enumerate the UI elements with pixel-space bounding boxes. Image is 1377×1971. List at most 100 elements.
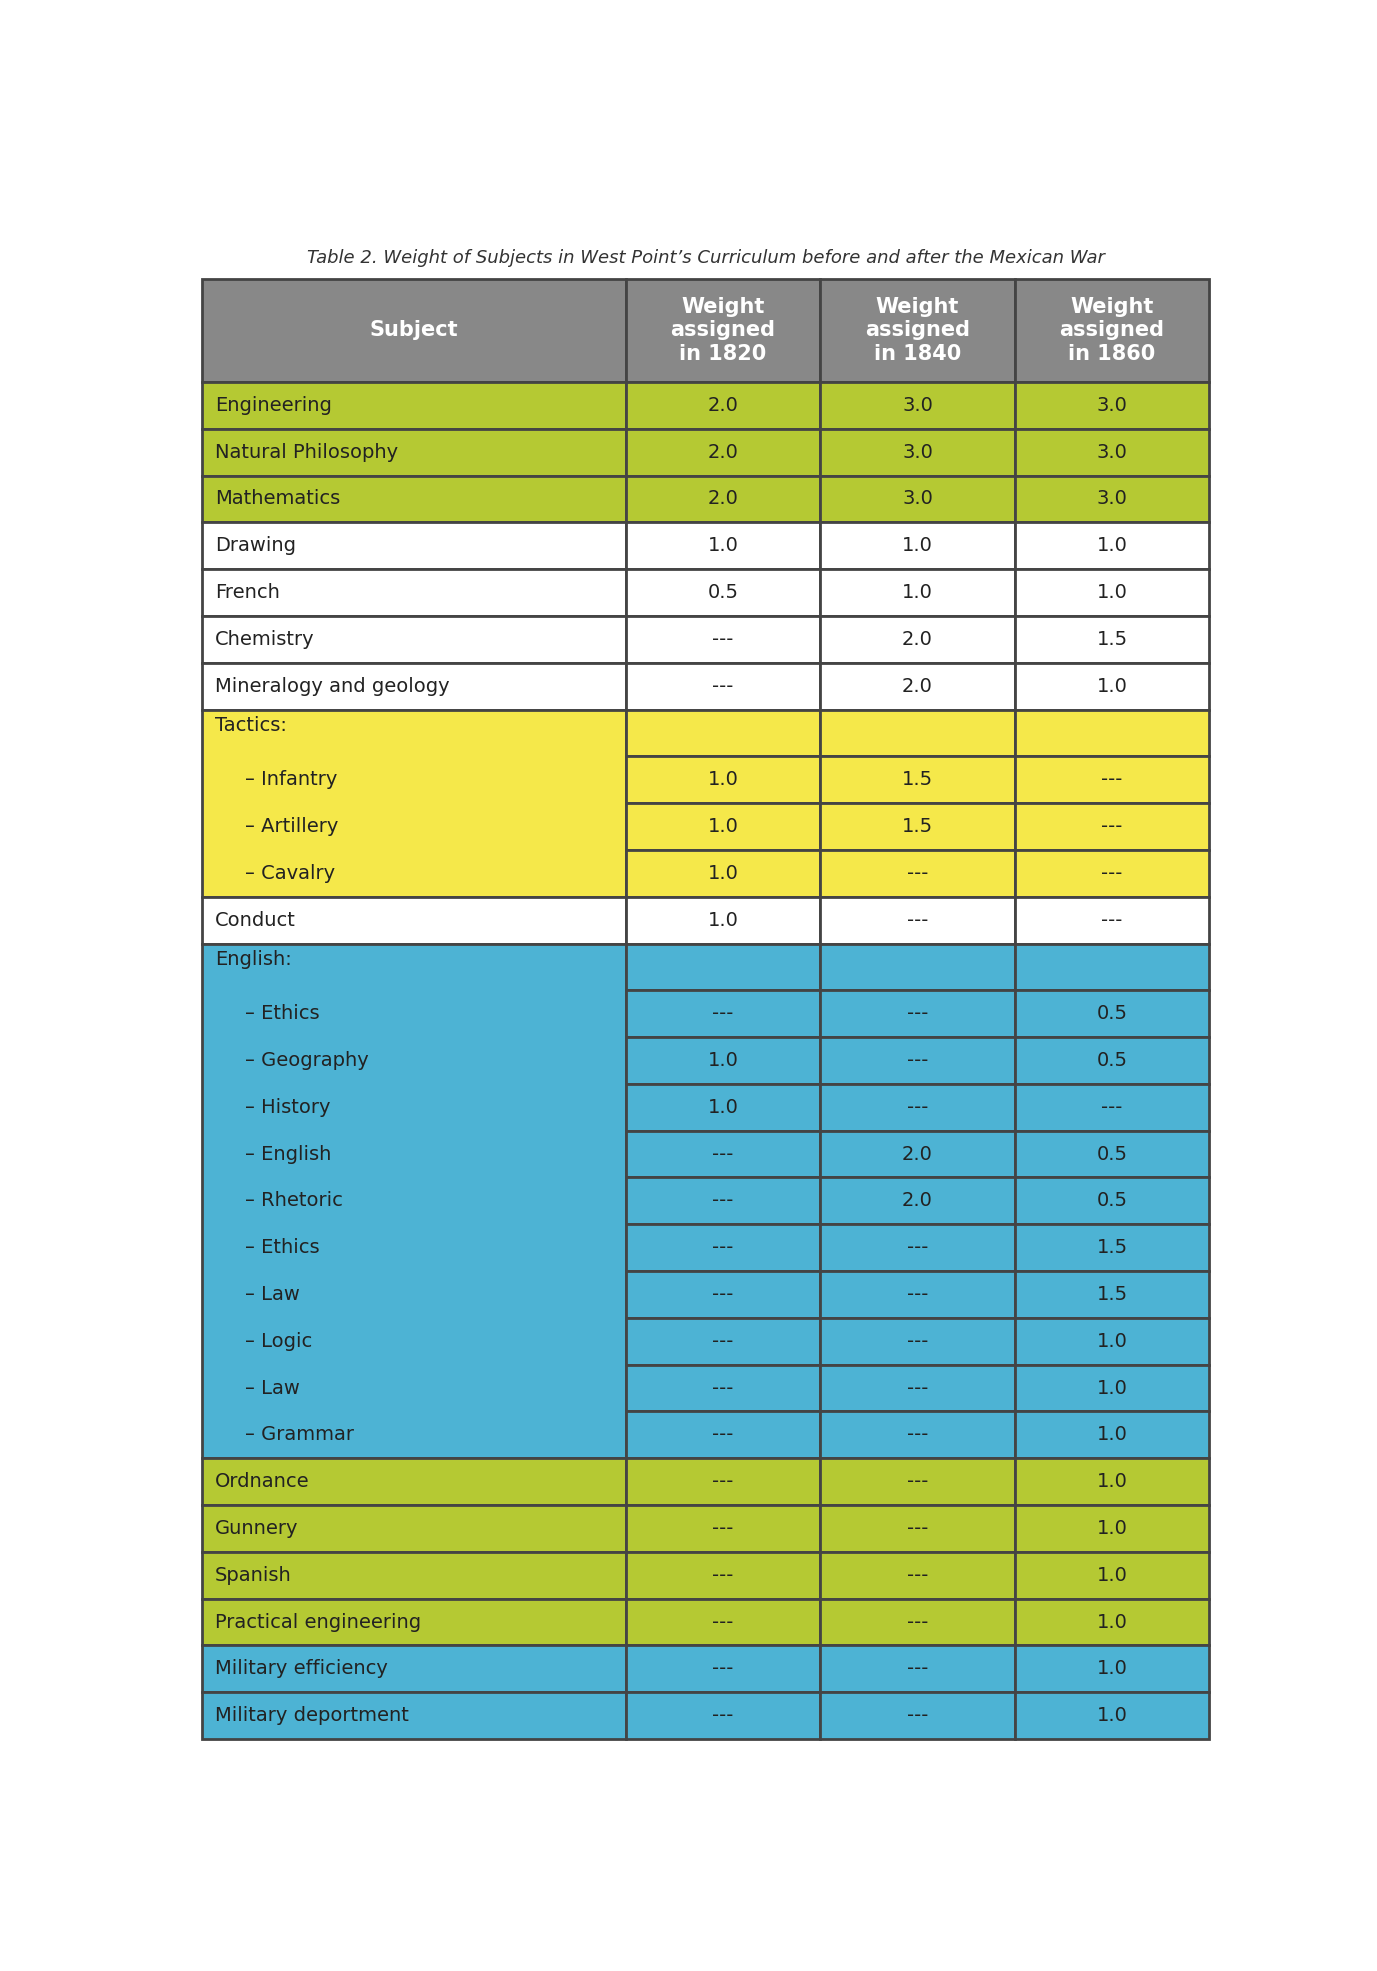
Bar <box>1015 944 1209 989</box>
Bar <box>202 1551 625 1598</box>
Text: – Ethics: – Ethics <box>245 1238 319 1257</box>
Bar <box>202 1646 625 1693</box>
Text: ---: --- <box>712 1565 734 1585</box>
Text: 1.0: 1.0 <box>708 863 738 883</box>
Bar <box>821 1646 1015 1693</box>
Bar <box>1015 382 1209 430</box>
Text: ---: --- <box>907 1472 928 1492</box>
Text: ---: --- <box>907 1565 928 1585</box>
Text: 3.0: 3.0 <box>1096 396 1128 414</box>
Text: Natural Philosophy: Natural Philosophy <box>215 443 398 461</box>
Text: ---: --- <box>712 1612 734 1632</box>
Bar <box>625 570 821 617</box>
Bar <box>625 1459 821 1506</box>
Text: ---: --- <box>907 1707 928 1725</box>
Bar <box>1015 1177 1209 1224</box>
Text: 1.0: 1.0 <box>1096 1565 1128 1585</box>
Text: Practical engineering: Practical engineering <box>215 1612 421 1632</box>
Bar <box>1015 1037 1209 1084</box>
Text: 1.0: 1.0 <box>708 771 738 788</box>
Bar <box>1015 1224 1209 1271</box>
Bar <box>625 897 821 944</box>
Bar <box>625 1598 821 1646</box>
Text: 1.0: 1.0 <box>708 536 738 556</box>
Bar <box>821 570 1015 617</box>
Text: Gunnery: Gunnery <box>215 1520 299 1537</box>
Bar <box>202 1693 625 1738</box>
Text: Weight
assigned
in 1840: Weight assigned in 1840 <box>865 298 969 365</box>
Text: 1.0: 1.0 <box>708 911 738 930</box>
Text: ---: --- <box>907 1051 928 1070</box>
Text: 3.0: 3.0 <box>902 443 934 461</box>
Bar <box>821 1224 1015 1271</box>
Bar <box>821 1506 1015 1551</box>
Bar <box>625 1131 821 1177</box>
Text: Weight
assigned
in 1860: Weight assigned in 1860 <box>1060 298 1165 365</box>
Bar <box>202 1459 625 1506</box>
Text: ---: --- <box>712 1520 734 1537</box>
Text: ---: --- <box>907 1660 928 1679</box>
Bar <box>202 1598 625 1646</box>
Bar <box>625 662 821 710</box>
Text: 1.0: 1.0 <box>1096 1378 1128 1397</box>
Text: 1.0: 1.0 <box>1096 1660 1128 1679</box>
Bar <box>625 1224 821 1271</box>
Bar <box>1015 850 1209 897</box>
Bar <box>1015 1693 1209 1738</box>
Text: 2.0: 2.0 <box>708 396 738 414</box>
Bar <box>202 897 625 944</box>
Bar <box>1015 1364 1209 1411</box>
Bar <box>625 757 821 802</box>
Text: French: French <box>215 583 280 601</box>
Text: ---: --- <box>712 1425 734 1445</box>
Bar <box>1015 280 1209 382</box>
Bar <box>821 757 1015 802</box>
Bar <box>1015 897 1209 944</box>
Bar <box>1015 1459 1209 1506</box>
Bar <box>821 475 1015 522</box>
Bar <box>821 897 1015 944</box>
Text: Mathematics: Mathematics <box>215 489 340 509</box>
Text: ---: --- <box>712 676 734 696</box>
Bar <box>1015 1646 1209 1693</box>
Bar <box>202 522 625 570</box>
Text: 0.5: 0.5 <box>1096 1145 1128 1163</box>
Text: Mineralogy and geology: Mineralogy and geology <box>215 676 449 696</box>
Bar <box>625 1364 821 1411</box>
Text: 1.5: 1.5 <box>1096 631 1128 648</box>
Bar <box>625 1646 821 1693</box>
Bar <box>625 989 821 1037</box>
Bar <box>625 1084 821 1131</box>
Text: Table 2. Weight of Subjects in West Point’s Curriculum before and after the Mexi: Table 2. Weight of Subjects in West Poin… <box>307 248 1104 266</box>
Text: ---: --- <box>907 1612 928 1632</box>
Text: Conduct: Conduct <box>215 911 296 930</box>
Text: ---: --- <box>712 1145 734 1163</box>
Bar <box>625 1551 821 1598</box>
Text: 2.0: 2.0 <box>902 1190 934 1210</box>
Bar <box>821 1459 1015 1506</box>
Bar <box>625 1411 821 1459</box>
Text: ---: --- <box>712 1190 734 1210</box>
Bar <box>1015 617 1209 662</box>
Text: ---: --- <box>907 863 928 883</box>
Text: ---: --- <box>712 1707 734 1725</box>
Text: ---: --- <box>712 1378 734 1397</box>
Bar <box>625 1037 821 1084</box>
Bar <box>821 662 1015 710</box>
Bar <box>821 1411 1015 1459</box>
Text: ---: --- <box>1102 911 1122 930</box>
Bar <box>821 710 1015 757</box>
Bar <box>821 1177 1015 1224</box>
Text: Military efficiency: Military efficiency <box>215 1660 388 1679</box>
Bar <box>821 1131 1015 1177</box>
Bar <box>202 382 625 430</box>
Text: 0.5: 0.5 <box>1096 1003 1128 1023</box>
Bar <box>821 850 1015 897</box>
Text: Weight
assigned
in 1820: Weight assigned in 1820 <box>671 298 775 365</box>
Bar <box>625 280 821 382</box>
Text: – Grammar: – Grammar <box>245 1425 354 1445</box>
Text: ---: --- <box>712 1332 734 1350</box>
Text: – History: – History <box>245 1098 330 1118</box>
Text: 1.5: 1.5 <box>1096 1285 1128 1305</box>
Bar <box>1015 430 1209 475</box>
